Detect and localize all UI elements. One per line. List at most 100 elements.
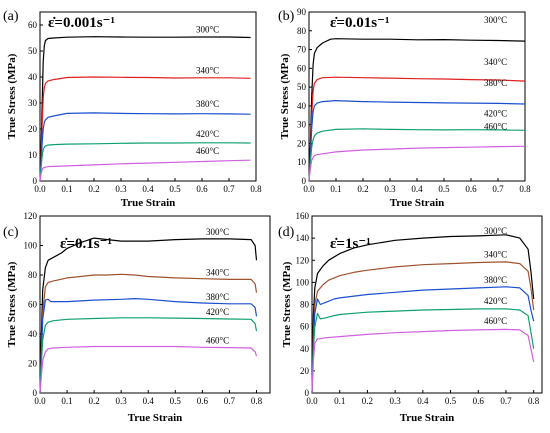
series-label: 420°C [196, 129, 219, 139]
y-tick-label: 120 [296, 255, 310, 265]
x-tick-label: 0.2 [357, 184, 368, 194]
x-tick-label: 0.0 [34, 184, 46, 194]
y-tick-label: 120 [24, 211, 38, 221]
x-tick-label: 0.4 [417, 396, 429, 406]
x-tick-label: 0.3 [115, 184, 127, 194]
y-tick-label: 10 [28, 150, 38, 160]
x-axis-title: True Strain [121, 197, 176, 209]
x-axis-title: True Strain [390, 197, 445, 209]
x-tick-label: 0.6 [473, 396, 485, 406]
series-label: 460°C [196, 146, 219, 156]
x-tick-label: 0.3 [390, 396, 402, 406]
series-label: 460°C [206, 336, 229, 346]
x-tick-label: 0.1 [334, 396, 345, 406]
y-tick-label: 60 [28, 300, 38, 310]
y-tick-label: 160 [296, 211, 310, 221]
strain-rate-title: ε̇=0.1s⁻¹ [60, 236, 112, 252]
y-axis-title: True Stress (MPa) [279, 53, 291, 139]
y-tick-label: 20 [300, 366, 310, 376]
chart-panel: 0.0 0.1 0.2 0.3 0.4 0.5 0.6 0.7 0.8 0 10 20 30 40 50 60… [278, 7, 531, 209]
x-tick-label: 0.6 [196, 184, 208, 194]
series-label: 340°C [484, 57, 507, 67]
y-tick-label: 20 [28, 359, 38, 369]
y-tick-label: 50 [297, 82, 307, 92]
y-tick-label: 0 [33, 176, 38, 186]
series-label: 420°C [206, 307, 229, 317]
x-tick-label: 0.0 [303, 184, 315, 194]
series-line [39, 112, 251, 182]
x-tick-label: 0.4 [411, 184, 423, 194]
x-tick-label: 0.6 [197, 396, 209, 406]
x-tick-label: 0.3 [384, 184, 396, 194]
x-tick-label: 0.4 [143, 396, 155, 406]
series-label: 460°C [484, 121, 507, 131]
strain-rate-title: ε̇=0.001s⁻¹ [48, 15, 115, 31]
x-tick-label: 0.8 [519, 184, 531, 194]
strain-rate-title: ε̇=0.01s⁻¹ [330, 15, 389, 31]
x-tick-label: 0.0 [306, 396, 318, 406]
x-tick-label: 0.6 [465, 184, 477, 194]
y-tick-label: 100 [296, 277, 310, 287]
chart-panel: 0.0 0.1 0.2 0.3 0.4 0.5 0.6 0.7 0.8 0 20 40 60 80 100 1… [3, 211, 271, 424]
series-label: 340°C [484, 250, 507, 260]
x-tick-label: 0.7 [224, 396, 236, 406]
series-label: 460°C [484, 316, 507, 326]
y-axis-title: True Stress (MPa) [6, 261, 18, 347]
series-label: 380°C [484, 78, 507, 88]
x-axis-title: True Strain [128, 412, 183, 424]
y-tick-label: 100 [24, 241, 38, 251]
series-line [39, 159, 251, 182]
x-tick-label: 0.7 [223, 184, 235, 194]
series-label: 300°C [196, 24, 219, 34]
x-tick-label: 0.0 [34, 396, 46, 406]
strain-rate-title: ε̇=1s⁻¹ [330, 236, 371, 252]
series-line [308, 128, 526, 182]
series-line [308, 38, 526, 182]
series-line [311, 328, 535, 394]
series-label: 340°C [206, 267, 229, 277]
chart-panel: 0.0 0.1 0.2 0.3 0.4 0.5 0.6 0.7 0.8 0 20 40 60 80 100 1… [278, 211, 543, 424]
x-tick-label: 0.1 [61, 396, 72, 406]
y-tick-label: 60 [297, 63, 307, 73]
series-label: 340°C [196, 65, 219, 75]
x-tick-label: 0.8 [251, 396, 263, 406]
y-tick-label: 60 [300, 322, 310, 332]
x-tick-label: 0.8 [250, 184, 262, 194]
series-label: 300°C [484, 15, 507, 25]
series-label: 420°C [484, 296, 507, 306]
series-line [39, 36, 251, 182]
y-tick-label: 80 [297, 26, 307, 36]
series-label: 380°C [196, 99, 219, 109]
series-label: 420°C [484, 108, 507, 118]
y-tick-label: 80 [300, 300, 310, 310]
series-label: 300°C [206, 227, 229, 237]
y-tick-label: 30 [28, 98, 38, 108]
x-axis-title: True Strain [400, 412, 455, 424]
series-label: 300°C [484, 226, 507, 236]
series-line [39, 317, 258, 394]
y-axis-title: True Stress (MPa) [281, 261, 293, 347]
y-tick-label: 0 [302, 176, 307, 186]
y-axis-title: True Stress (MPa) [6, 53, 18, 139]
chart-panel: 0.0 0.1 0.2 0.3 0.4 0.5 0.6 0.7 0.8 0 10 20 30 40 50 60… [3, 9, 262, 209]
y-tick-label: 140 [296, 233, 310, 243]
y-tick-label: 70 [297, 45, 307, 55]
x-tick-label: 0.5 [169, 184, 181, 194]
series-label: 380°C [206, 292, 229, 302]
series-line [308, 145, 526, 182]
y-tick-label: 20 [28, 124, 38, 134]
series-line [39, 237, 258, 394]
y-tick-label: 0 [305, 388, 310, 398]
series-line [311, 261, 535, 394]
series-line [308, 76, 526, 182]
x-tick-label: 0.2 [88, 184, 99, 194]
series-line [311, 286, 535, 394]
y-tick-label: 80 [28, 270, 38, 280]
x-tick-label: 0.4 [142, 184, 154, 194]
x-tick-label: 0.5 [438, 184, 450, 194]
x-tick-label: 0.5 [170, 396, 182, 406]
y-tick-label: 0 [33, 388, 38, 398]
x-tick-label: 0.7 [500, 396, 512, 406]
plot-frame [308, 11, 526, 182]
